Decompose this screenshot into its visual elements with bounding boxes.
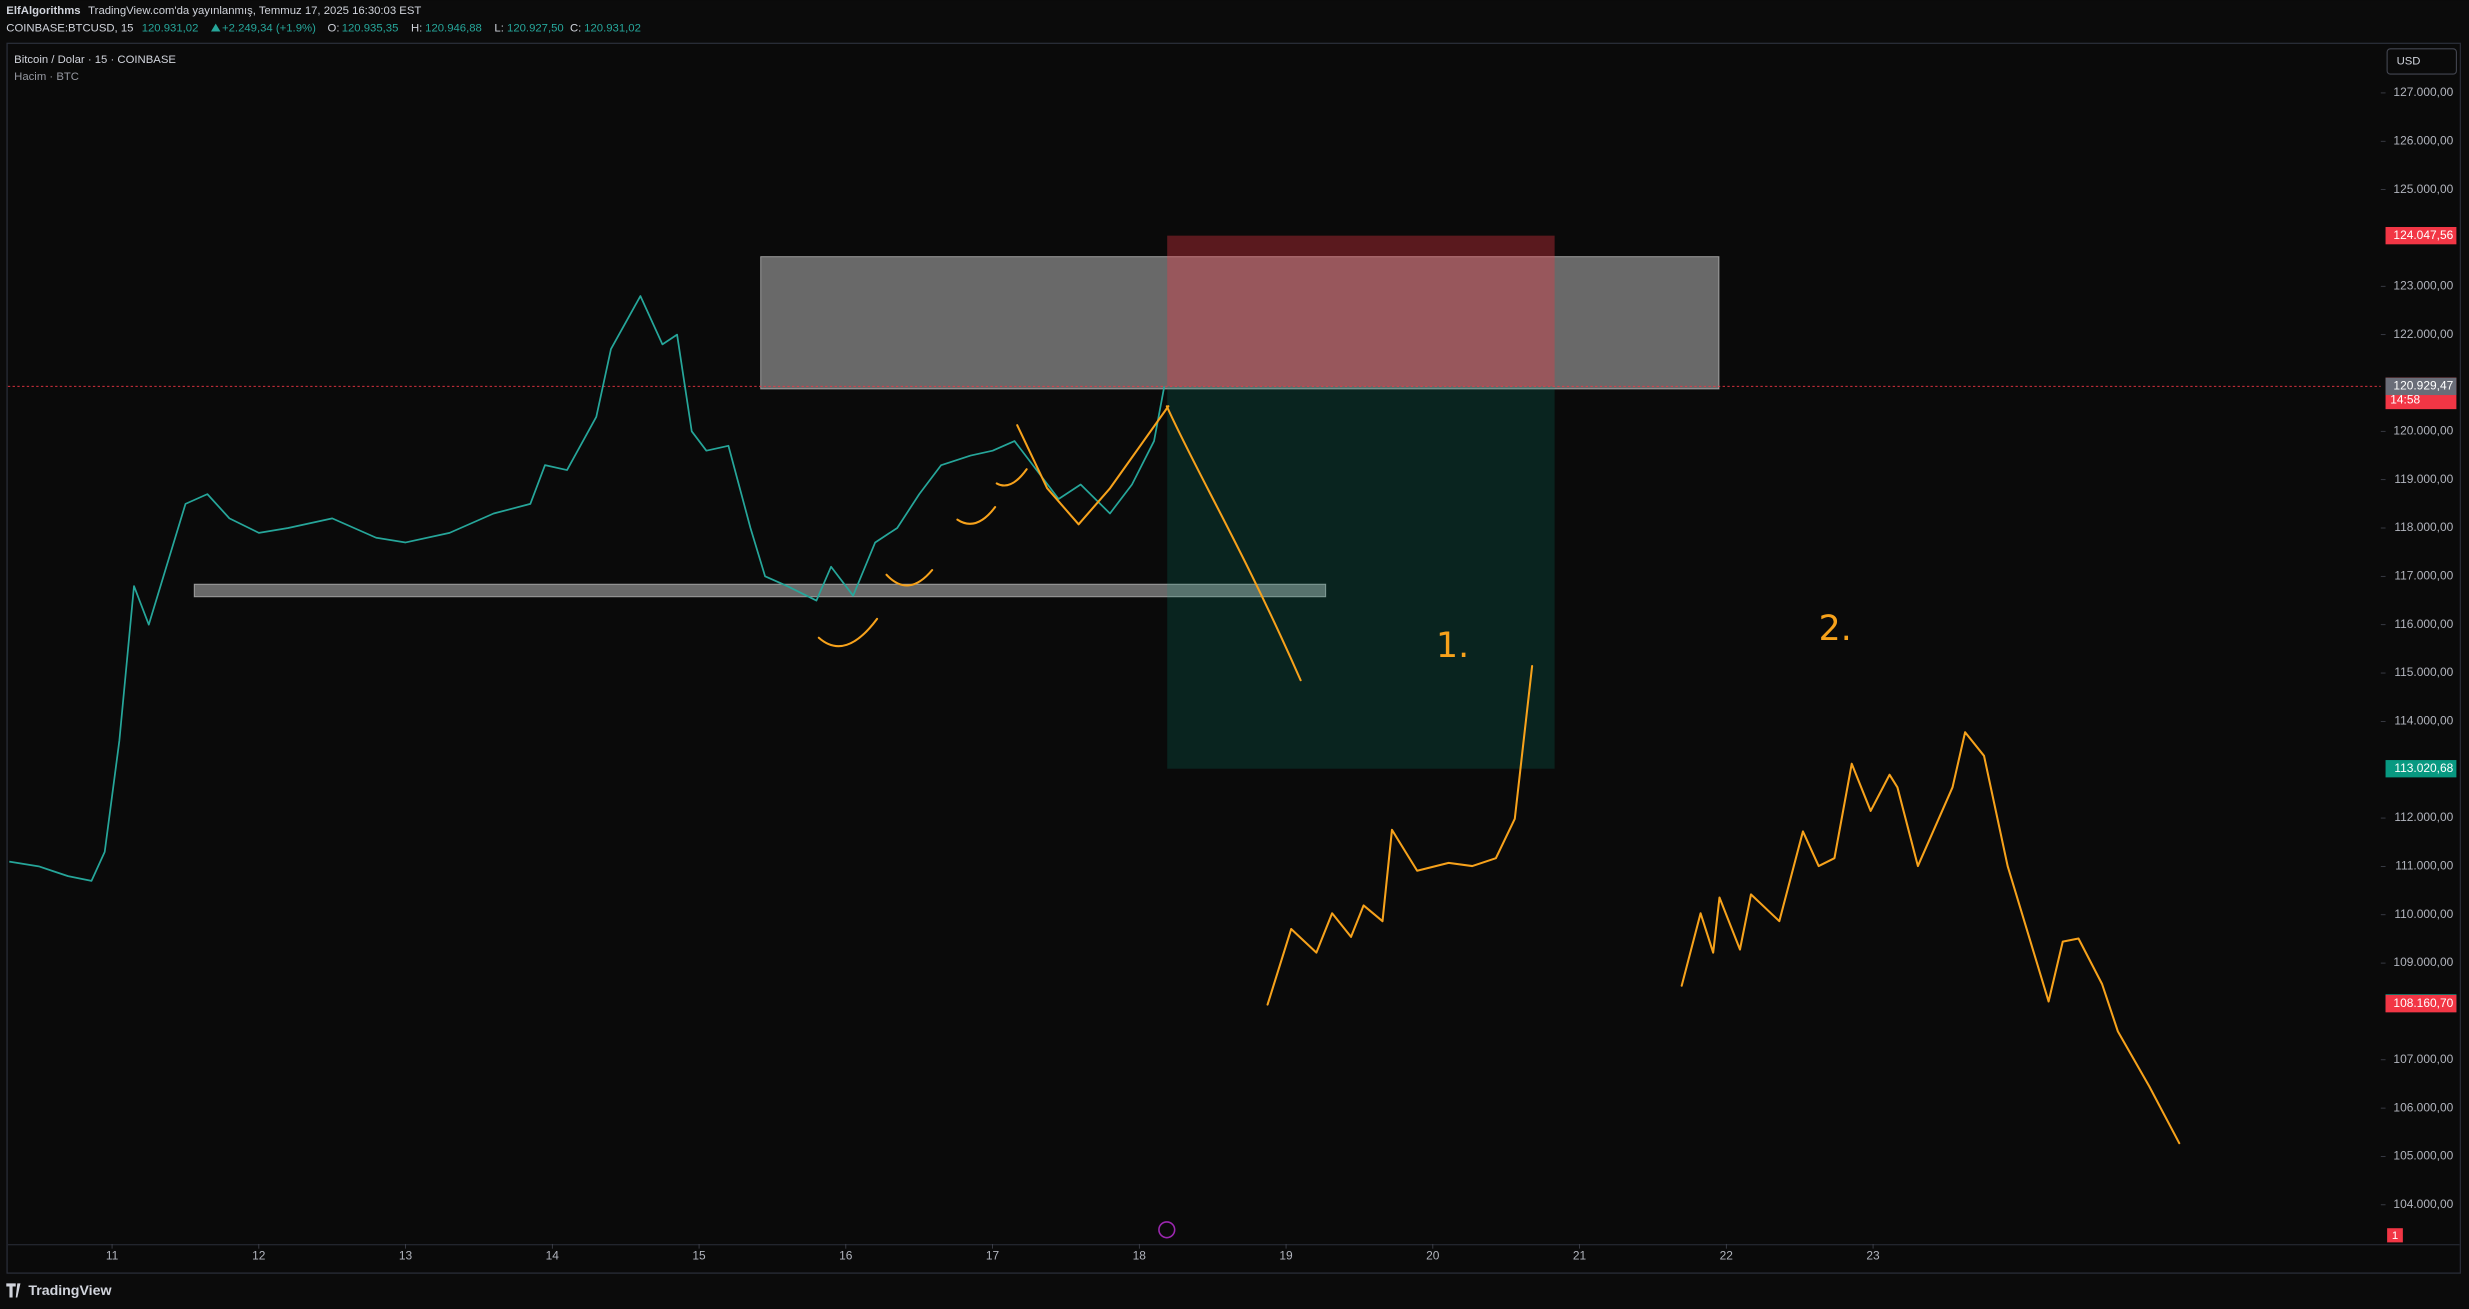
last-price: 120.931,02 (142, 22, 199, 34)
y-tick-label: 123.000,00 (2393, 278, 2453, 292)
y-tick-label: 120.000,00 (2393, 423, 2453, 437)
price-label: 120.929,47 (2393, 379, 2453, 393)
x-tick-label: 14 (546, 1249, 560, 1263)
author: ElfAlgorithms (6, 5, 80, 17)
price-label-box (2385, 377, 2457, 396)
drawn-arc (956, 506, 997, 525)
chart-title: Bitcoin / Dolar · 15 · COINBASE (14, 54, 176, 66)
ohlc-key: H: (411, 22, 422, 34)
scale-badge-box (2387, 1228, 2403, 1243)
y-tick-label: 119.000,00 (2394, 472, 2453, 486)
x-tick-label: 11 (106, 1249, 119, 1263)
y-tick-label: 110.000,00 (2394, 907, 2453, 921)
price-line (9, 295, 1166, 882)
drawn-line (1016, 405, 1170, 526)
price-label: 113.020,68 (2394, 761, 2453, 775)
ohlc-value: 120.927,50 (507, 22, 564, 34)
y-tick-label: 109.000,00 (2393, 955, 2453, 969)
volume-legend: Hacim · BTC (14, 71, 79, 83)
price-label-box (2385, 226, 2457, 245)
zone (193, 583, 1327, 598)
ohlc-key: C: (570, 22, 581, 34)
y-tick-label: 106.000,00 (2393, 1100, 2453, 1114)
y-tick-label: 114.000,00 (2394, 714, 2453, 728)
currency[interactable]: USD (2397, 55, 2421, 67)
scale-badge: 1 (2392, 1230, 2398, 1242)
drawn-line (1165, 405, 1302, 682)
plot-area (7, 235, 2381, 882)
currency-button[interactable] (2386, 48, 2457, 75)
x-tick-label: 19 (1279, 1249, 1293, 1263)
price-axis (2380, 44, 2460, 1273)
footer-logo (6, 1283, 21, 1298)
up-arrow (210, 23, 221, 32)
y-tick-label: 105.000,00 (2393, 1149, 2453, 1163)
x-tick-label: 22 (1720, 1249, 1734, 1263)
annotation: 2. (1819, 609, 1852, 649)
y-tick-label: 111.000,00 (2395, 859, 2453, 873)
drawn-scenario (1266, 665, 1534, 1006)
x-tick-label: 17 (986, 1249, 1000, 1263)
ohlc-key: O: (328, 22, 340, 34)
footer-logo-text: TradingView (28, 1283, 112, 1299)
price-label: 108.160,70 (2393, 996, 2453, 1010)
y-tick-label: 126.000,00 (2393, 133, 2453, 147)
x-tick-label: 16 (839, 1249, 853, 1263)
ohlc-value: 120.946,88 (425, 22, 482, 34)
target-zone (1167, 386, 1555, 769)
countdown: 14:58 (2390, 393, 2420, 407)
price-label-box (2385, 760, 2457, 778)
zone (760, 256, 1720, 390)
x-tick-label: 18 (1133, 1249, 1147, 1263)
x-tick-label: 13 (399, 1249, 413, 1263)
y-tick-label: 125.000,00 (2393, 182, 2453, 196)
y-tick-label: 104.000,00 (2393, 1197, 2453, 1211)
y-tick-label: 115.000,00 (2394, 665, 2453, 679)
x-tick-label: 21 (1573, 1249, 1587, 1263)
y-tick-label: 107.000,00 (2393, 1052, 2453, 1066)
drawn-arc (885, 568, 934, 587)
drawn-arc (995, 468, 1028, 487)
price-label-box (2385, 995, 2457, 1013)
ohlc-value: 120.935,35 (342, 22, 399, 34)
x-tick-label: 15 (692, 1249, 706, 1263)
y-tick-label: 127.000,00 (2393, 85, 2453, 99)
y-tick-label: 117.000,00 (2394, 569, 2453, 583)
stop-zone (1167, 235, 1555, 387)
y-tick-label: 112.000,00 (2394, 810, 2453, 824)
annotation: 1. (1436, 626, 1469, 666)
drawn-arc (817, 617, 879, 648)
x-tick-label: 23 (1866, 1249, 1880, 1263)
x-tick-label: 20 (1426, 1249, 1440, 1263)
y-tick-label: 116.000,00 (2394, 617, 2453, 631)
y-tick-label: 122.000,00 (2393, 327, 2453, 341)
drawings (817, 405, 2181, 1145)
price-label: 124.047,56 (2393, 228, 2453, 242)
ohlc-key: L: (494, 22, 503, 34)
event-icon[interactable] (1158, 1221, 1176, 1239)
x-tick-label: 12 (252, 1249, 266, 1263)
chart-frame (6, 42, 2461, 1274)
y-tick-label: 118.000,00 (2394, 520, 2453, 534)
symbol: COINBASE:BTCUSD, 15 (6, 22, 133, 34)
change: +2.249,34 (+1.9%) (222, 22, 316, 34)
ohlc-value: 120.931,02 (584, 22, 641, 34)
published: TradingView.com'da yayınlanmış, Temmuz 1… (88, 5, 421, 17)
drawn-scenario (1680, 731, 2181, 1145)
